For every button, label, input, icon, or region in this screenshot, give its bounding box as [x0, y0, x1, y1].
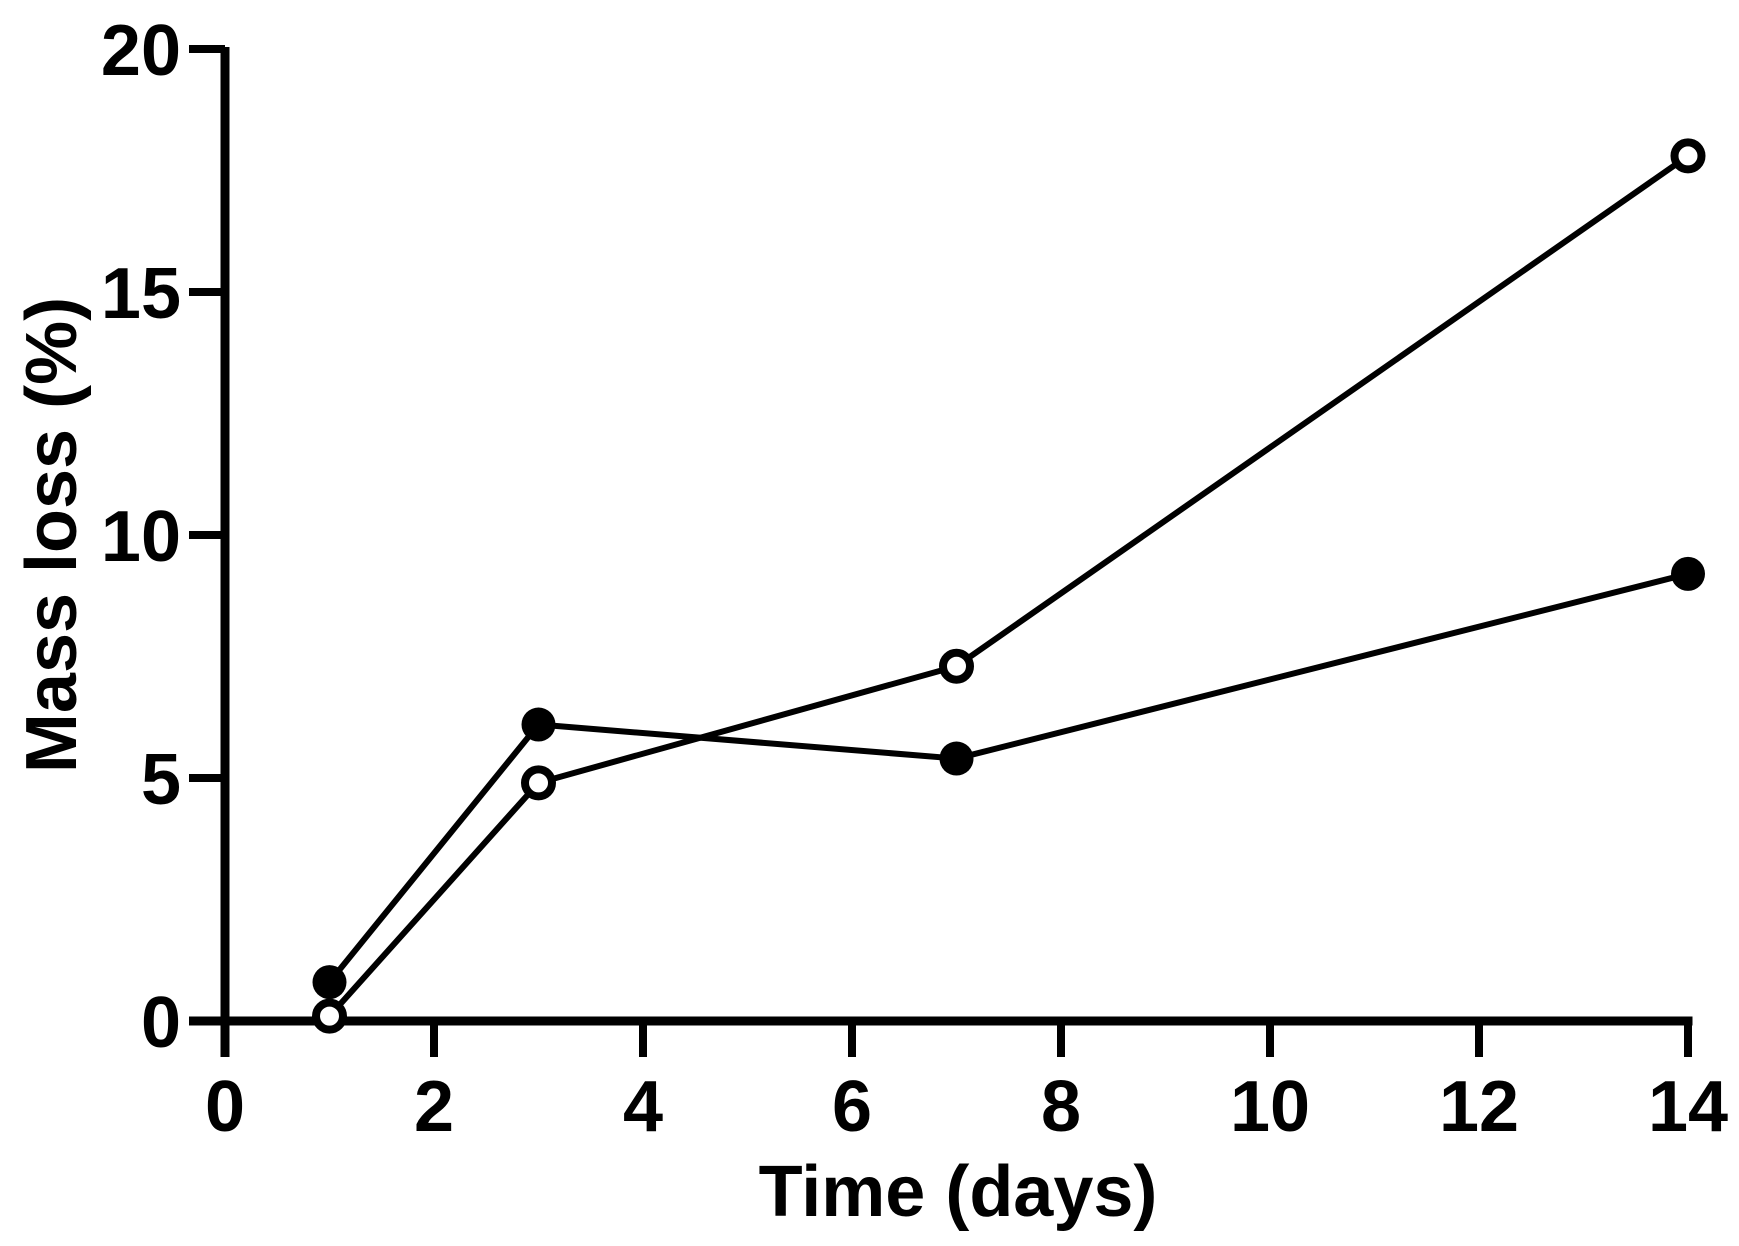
x-tick-label: 2 — [414, 1067, 454, 1147]
filled-circle-marker — [521, 707, 556, 742]
axes — [189, 47, 1693, 1057]
y-tick-label: 0 — [141, 983, 181, 1063]
open-circle-marker — [939, 648, 974, 684]
axis-ticks — [189, 45, 1692, 1057]
data-series — [312, 138, 1706, 1034]
filled-circle-marker — [312, 965, 347, 1000]
x-tick-label: 4 — [623, 1067, 663, 1147]
filled-circle-marker — [1671, 556, 1705, 591]
open-circle-marker — [521, 765, 556, 801]
open-circle-series-line — [326, 152, 1691, 1020]
x-axis-title: Time (days) — [759, 1152, 1158, 1232]
x-tick-label: 6 — [832, 1067, 872, 1147]
filled-circle-series-line — [326, 570, 1691, 986]
x-tick-label: 12 — [1439, 1067, 1519, 1147]
y-tick-label: 5 — [141, 740, 181, 820]
filled-circle-marker — [939, 741, 974, 776]
y-tick-label: 15 — [101, 254, 181, 334]
x-tick-label: 8 — [1041, 1067, 1081, 1147]
x-tick-label: 10 — [1230, 1067, 1310, 1147]
tick-labels: 0 5 10 15 20 0 2 4 6 8 10 12 14 — [101, 11, 1728, 1147]
y-axis-title: Mass loss (%) — [12, 297, 92, 773]
x-tick-label: 0 — [205, 1067, 245, 1147]
open-circle-marker — [312, 998, 347, 1034]
open-circle-marker — [1670, 138, 1706, 174]
y-tick-label: 20 — [101, 11, 181, 91]
x-tick-label: 14 — [1648, 1067, 1728, 1147]
y-tick-label: 10 — [101, 497, 181, 577]
